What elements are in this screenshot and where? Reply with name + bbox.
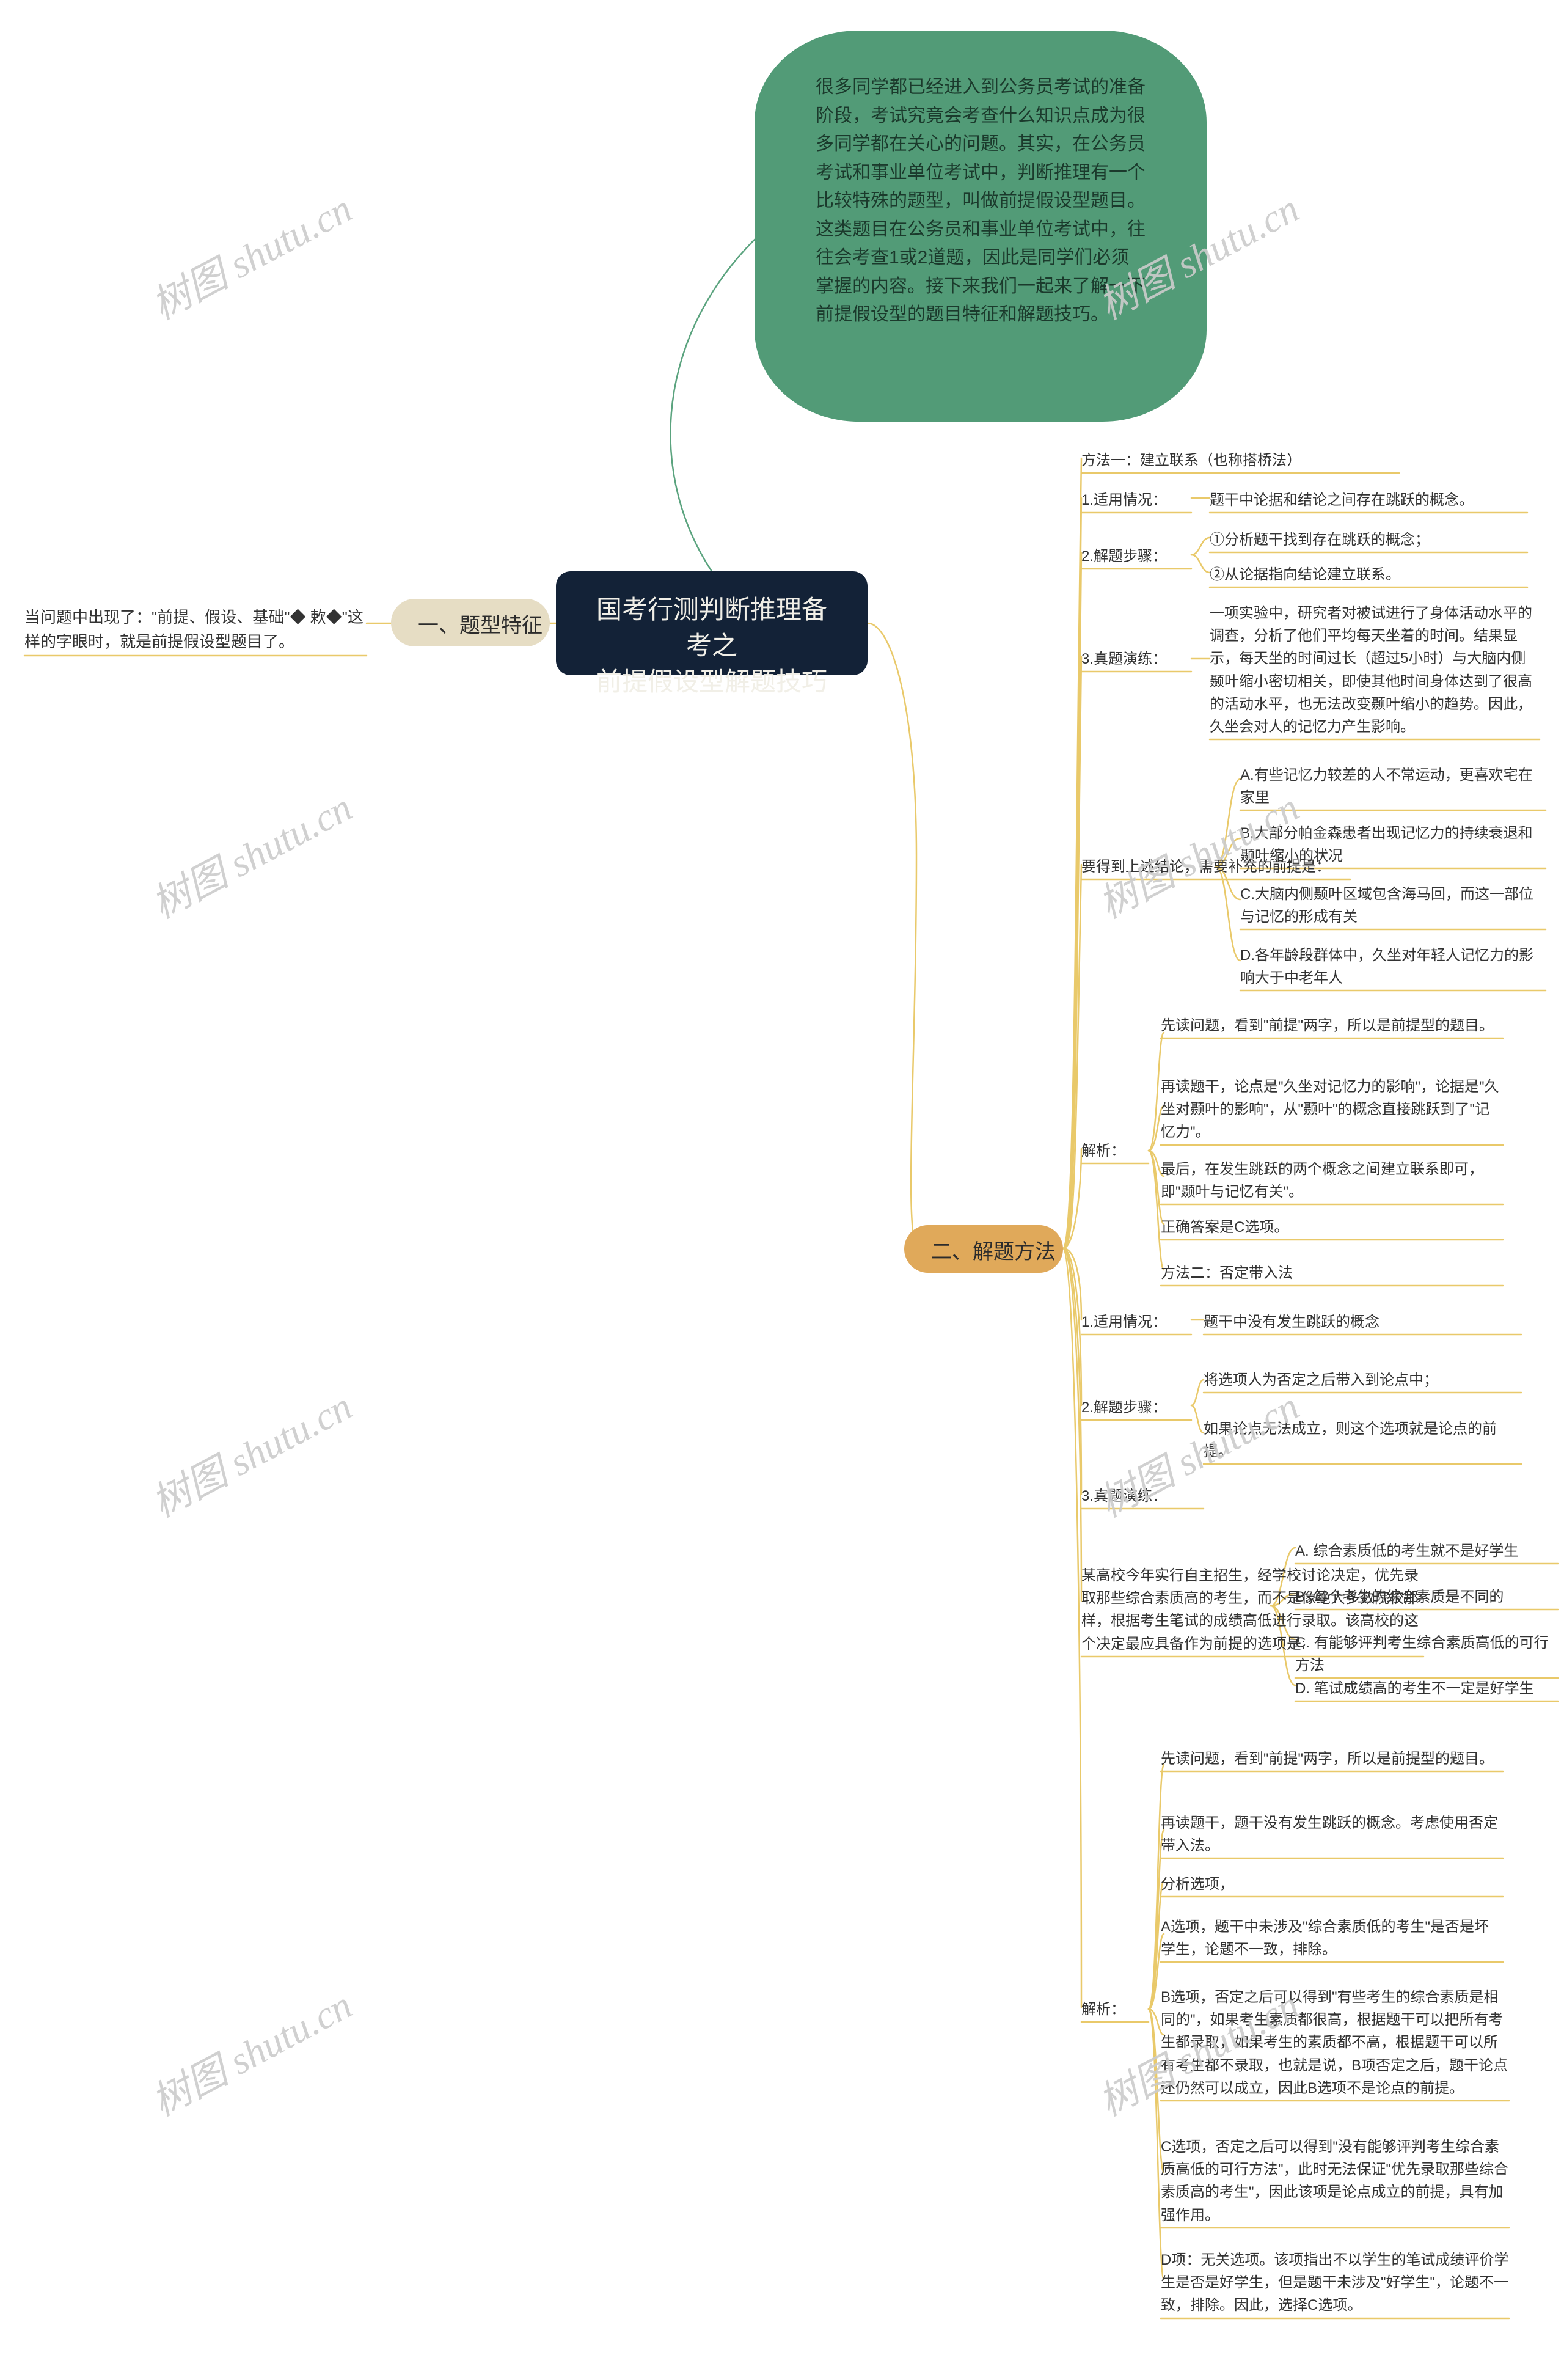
analysis-2-p1-text: 先读问题，看到"前提"两字，所以是前提型的题目。: [1161, 1751, 1494, 1767]
section-2-label: 二、解题方法: [931, 1240, 1056, 1264]
m1-step1-leaf-text: 题干中论据和结论之间存在跳跃的概念。: [1210, 492, 1474, 508]
m2-step3-label: 3.真题演练：: [1081, 1485, 1204, 1507]
center-title: 国考行测判断推理备考之 前提假设型解题技巧: [556, 571, 868, 675]
m2-step1-leaf-text: 题干中没有发生跳跃的概念: [1204, 1314, 1379, 1330]
intro-bubble: 很多同学都已经进入到公务员考试的准备阶段，考试究竟会考查什么知识点成为很多同学都…: [755, 31, 1207, 422]
m1-step1-label-text: 1.适用情况：: [1081, 492, 1167, 508]
m1-step1-leaf: 题干中论据和结论之间存在跳跃的概念。: [1210, 489, 1527, 511]
mindmap-stage: 很多同学都已经进入到公务员考试的准备阶段，考试究竟会考查什么知识点成为很多同学都…: [0, 0, 1564, 2380]
m1-step2-leaf-1-text: ①分析题干找到存在跳跃的概念；: [1210, 532, 1430, 548]
watermark: 树图 shutu.cn: [140, 1974, 360, 2127]
analysis-2-p7: D项：无关选项。该项指出不以学生的笔试成绩评价学生是否是好学生，但是题干未涉及"…: [1161, 2249, 1509, 2317]
case-option-b: B. 每个考生的综合素质是不同的: [1295, 1586, 1558, 1608]
m1-step2-leaf-2: ②从论据指向结论建立联系。: [1210, 563, 1527, 586]
analysis-2-p4-text: A选项，题干中未涉及"综合素质低的考生"是否是坏学生，论题不一致，排除。: [1161, 1919, 1489, 1958]
analysis-1-p5: 方法二：否定带入法: [1161, 1262, 1503, 1284]
premise-option-a-text: A.有些记忆力较差的人不常运动，更喜欢宅在家里: [1240, 767, 1533, 806]
analysis-1-p5-text: 方法二：否定带入法: [1161, 1265, 1293, 1281]
premise-option-d: D.各年龄段群体中，久坐对年轻人记忆力的影响大于中老年人: [1240, 944, 1546, 989]
section-1-leaf-text: 当问题中出现了："前提、假设、基础"◆ 欶◆"这样的字眼时，就是前提假设型题目了…: [24, 608, 364, 651]
analysis-1-label: 解析：: [1081, 1140, 1149, 1162]
m1-step2-label: 2.解题步骤：: [1081, 545, 1191, 568]
premise-option-c-text: C.大脑内侧颞叶区域包含海马回，而这一部位与记忆的形成有关: [1240, 886, 1533, 925]
analysis-1-p4-text: 正确答案是C选项。: [1161, 1219, 1288, 1236]
m1-step3-label-text: 3.真题演练：: [1081, 651, 1167, 667]
analysis-1-p4: 正确答案是C选项。: [1161, 1216, 1503, 1239]
m1-step2-leaf-2-text: ②从论据指向结论建立联系。: [1210, 566, 1400, 583]
method-1-header-text: 方法一：建立联系（也称搭桥法）: [1081, 452, 1301, 469]
analysis-2-p6-text: C选项，否定之后可以得到"没有能够评判考生综合素质高低的可行方法"，此时无法保证…: [1161, 2139, 1508, 2224]
case-option-d: D. 笔试成绩高的考生不一定是好学生: [1295, 1677, 1558, 1700]
watermark: 树图 shutu.cn: [140, 178, 360, 331]
case-option-c: C. 有能够评判考生综合素质高低的可行方法: [1295, 1631, 1558, 1677]
analysis-2-label-text: 解析：: [1081, 2001, 1125, 2018]
premise-option-c: C.大脑内侧颞叶区域包含海马回，而这一部位与记忆的形成有关: [1240, 883, 1546, 928]
analysis-2-p5: B选项，否定之后可以得到"有些考生的综合素质是相同的"，如果考生素质都很高，根据…: [1161, 1986, 1509, 2100]
m2-step1-label-text: 1.适用情况：: [1081, 1314, 1167, 1330]
method-1-header: 方法一：建立联系（也称搭桥法）: [1081, 449, 1399, 472]
analysis-1-p1: 先读问题，看到"前提"两字，所以是前提型的题目。: [1161, 1014, 1503, 1037]
watermark: 树图 shutu.cn: [140, 1375, 360, 1528]
case-option-b-text: B. 每个考生的综合素质是不同的: [1295, 1589, 1504, 1605]
analysis-2-p2: 再读题干，题干没有发生跳跃的概念。考虑使用否定带入法。: [1161, 1812, 1503, 1857]
analysis-2-p2-text: 再读题干，题干没有发生跳跃的概念。考虑使用否定带入法。: [1161, 1815, 1498, 1854]
intro-text: 很多同学都已经进入到公务员考试的准备阶段，考试究竟会考查什么知识点成为很多同学都…: [816, 77, 1146, 324]
m1-step2-label-text: 2.解题步骤：: [1081, 548, 1167, 565]
center-title-line2: 前提假设型解题技巧: [596, 667, 827, 696]
center-title-line1: 国考行测判断推理备考之: [596, 595, 827, 660]
case-option-c-text: C. 有能够评判考生综合素质高低的可行方法: [1295, 1635, 1549, 1674]
section-1-leaf: 当问题中出现了："前提、假设、基础"◆ 欶◆"这样的字眼时，就是前提假设型题目了…: [24, 605, 367, 654]
case-option-a-text: A. 综合素质低的考生就不是好学生: [1295, 1543, 1518, 1559]
section-1-label: 一、题型特征: [418, 614, 543, 637]
watermark: 树图 shutu.cn: [140, 777, 360, 929]
premise-option-b: B.大部分帕金森患者出现记忆力的持续衰退和颞叶缩小的状况: [1240, 822, 1546, 867]
m1-step3-label: 3.真题演练：: [1081, 648, 1191, 670]
analysis-2-p6: C选项，否定之后可以得到"没有能够评判考生综合素质高低的可行方法"，此时无法保证…: [1161, 2136, 1509, 2227]
m2-step1-label: 1.适用情况：: [1081, 1311, 1191, 1333]
m1-step2-leaf-1: ①分析题干找到存在跳跃的概念；: [1210, 529, 1527, 551]
m1-step3-leaf: 一项实验中，研究者对被试进行了身体活动水平的调查，分析了他们平均每天坐着的时间。…: [1210, 602, 1540, 738]
m2-step2-leaf-1: 将选项人为否定之后带入到论点中；: [1204, 1369, 1521, 1391]
premise-option-a: A.有些记忆力较差的人不常运动，更喜欢宅在家里: [1240, 764, 1546, 809]
analysis-1-label-text: 解析：: [1081, 1143, 1125, 1159]
m1-step1-label: 1.适用情况：: [1081, 489, 1191, 511]
m2-step2-label-text: 2.解题步骤：: [1081, 1399, 1167, 1416]
analysis-2-p5-text: B选项，否定之后可以得到"有些考生的综合素质是相同的"，如果考生素质都很高，根据…: [1161, 1989, 1508, 2096]
analysis-1-p1-text: 先读问题，看到"前提"两字，所以是前提型的题目。: [1161, 1017, 1494, 1034]
section-1-pill: 一、题型特征: [391, 599, 550, 646]
analysis-1-p2-text: 再读题干，论点是"久坐对记忆力的影响"，论据是"久坐对颞叶的影响"，从"颞叶"的…: [1161, 1078, 1499, 1140]
analysis-1-p3-text: 最后，在发生跳跃的两个概念之间建立联系即可，即"颞叶与记忆有关"。: [1161, 1161, 1483, 1200]
case-option-d-text: D. 笔试成绩高的考生不一定是好学生: [1295, 1680, 1534, 1697]
analysis-2-label: 解析：: [1081, 1998, 1149, 2021]
analysis-1-p3: 最后，在发生跳跃的两个概念之间建立联系即可，即"颞叶与记忆有关"。: [1161, 1158, 1503, 1203]
analysis-2-p3-text: 分析选项，: [1161, 1876, 1234, 1892]
analysis-2-p3: 分析选项，: [1161, 1873, 1503, 1895]
m2-step1-leaf: 题干中没有发生跳跃的概念: [1204, 1311, 1521, 1333]
m2-step2-leaf-2: 如果论点无法成立，则这个选项就是论点的前提。: [1204, 1418, 1521, 1463]
premise-option-b-text: B.大部分帕金森患者出现记忆力的持续衰退和颞叶缩小的状况: [1240, 825, 1533, 864]
analysis-2-p1: 先读问题，看到"前提"两字，所以是前提型的题目。: [1161, 1748, 1503, 1770]
analysis-1-p2: 再读题干，论点是"久坐对记忆力的影响"，论据是"久坐对颞叶的影响"，从"颞叶"的…: [1161, 1075, 1503, 1144]
m2-step2-label: 2.解题步骤：: [1081, 1396, 1191, 1419]
m2-step2-leaf-1-text: 将选项人为否定之后带入到论点中；: [1204, 1372, 1438, 1388]
analysis-2-p7-text: D项：无关选项。该项指出不以学生的笔试成绩评价学生是否是好学生，但是题干未涉及"…: [1161, 2252, 1508, 2313]
m1-step3-leaf-text: 一项实验中，研究者对被试进行了身体活动水平的调查，分析了他们平均每天坐着的时间。…: [1210, 605, 1532, 735]
case-option-a: A. 综合素质低的考生就不是好学生: [1295, 1540, 1558, 1562]
premise-option-d-text: D.各年龄段群体中，久坐对年轻人记忆力的影响大于中老年人: [1240, 947, 1533, 986]
section-2-pill: 二、解题方法: [904, 1225, 1063, 1273]
m2-step2-leaf-2-text: 如果论点无法成立，则这个选项就是论点的前提。: [1204, 1421, 1497, 1460]
m2-step3-label-text: 3.真题演练：: [1081, 1488, 1167, 1504]
analysis-2-p4: A选项，题干中未涉及"综合素质低的考生"是否是坏学生，论题不一致，排除。: [1161, 1916, 1503, 1961]
